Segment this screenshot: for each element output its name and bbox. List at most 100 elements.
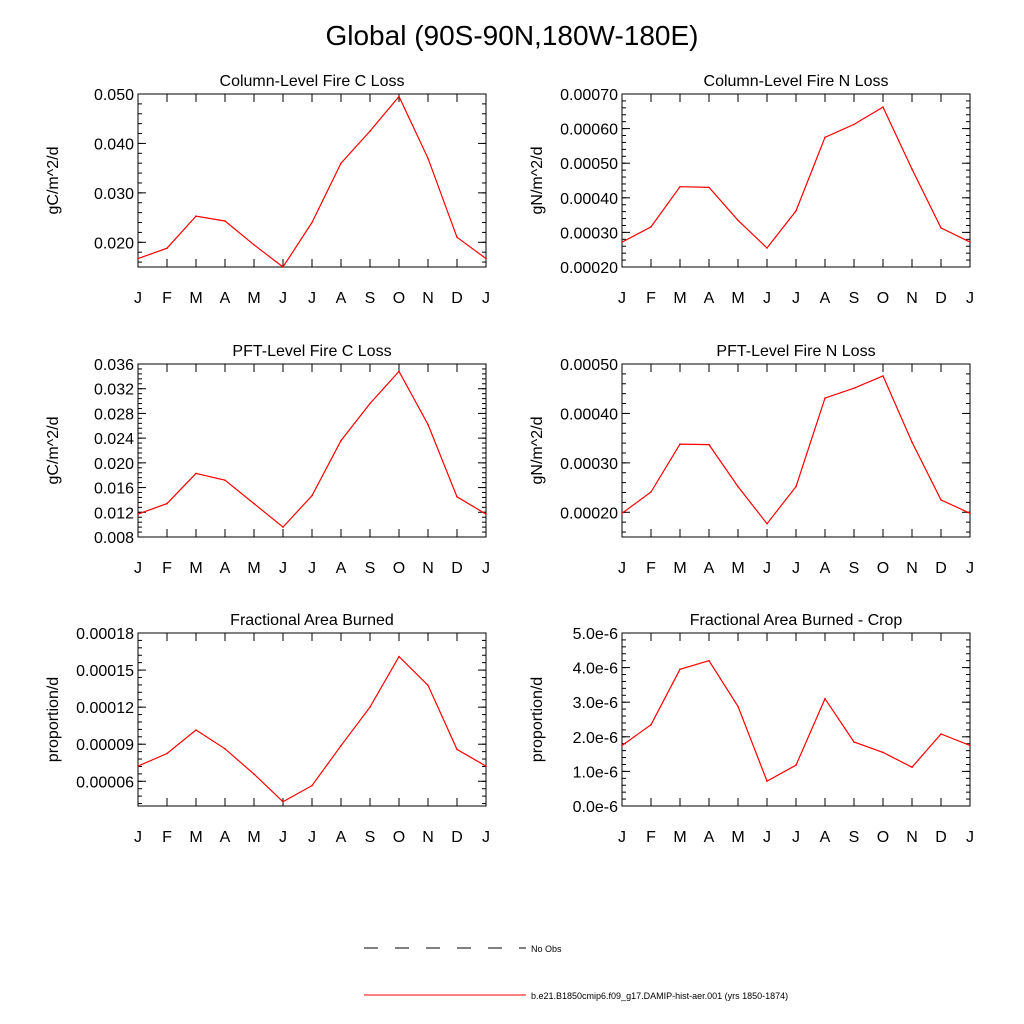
y-tick-label: 0.00070 [560,87,618,104]
y-tick-label: 0.050 [94,87,134,104]
data-point [650,226,652,228]
data-point [795,764,797,766]
x-tick-label: O [877,290,889,307]
panel-title: PFT-Level Fire C Loss [232,343,391,360]
x-tick-label: O [393,290,405,307]
data-point [456,236,458,239]
y-tick-label: 0.0e-6 [573,799,618,816]
x-tick-label: S [365,290,376,307]
x-tick-label: O [877,829,889,846]
x-tick-label: J [279,560,287,577]
data-point [398,655,400,658]
data-point [195,215,197,217]
x-tick-label: J [763,290,771,307]
x-tick-label: N [906,560,918,577]
x-tick-label: J [134,290,142,307]
x-tick-label: M [189,560,202,577]
x-tick-label: N [906,829,918,846]
x-tick-label: J [618,829,626,846]
data-point [911,766,913,768]
data-point [195,472,197,475]
series-line [621,375,971,525]
x-tick-label: N [906,290,918,307]
x-tick-label: M [673,290,686,307]
data-point [166,752,168,755]
y-tick-label: 1.0e-6 [573,764,618,781]
data-point [340,162,342,164]
x-tick-label: J [792,829,800,846]
y-tick-label: 0.040 [94,136,134,153]
y-axis-label: gC/m^2/d [45,147,62,215]
plot-frame [621,363,971,538]
y-tick-label: 3.0e-6 [573,695,618,712]
data-point [253,244,255,246]
y-tick-label: 0.00030 [560,456,618,473]
data-point [456,496,458,498]
x-tick-label: J [618,290,626,307]
data-point [882,375,884,377]
x-tick-label: A [220,290,231,307]
x-tick-label: M [731,560,744,577]
data-point [224,220,226,222]
x-tick-label: M [673,829,686,846]
x-tick-label: M [247,290,260,307]
x-tick-label: A [704,829,715,846]
x-tick-label: S [365,829,376,846]
x-tick-label: F [646,290,656,307]
panel-title: Fractional Area Burned - Crop [690,612,903,629]
y-tick-label: 0.028 [94,406,134,423]
y-axis-label: gC/m^2/d [45,417,62,485]
data-point [427,157,429,160]
data-point [882,751,884,754]
plot-frame [621,632,971,807]
data-point [911,441,913,443]
data-point [911,168,913,170]
data-point [369,706,371,708]
x-tick-label: J [308,560,316,577]
x-tick-label: D [935,290,947,307]
x-tick-label: J [279,829,287,846]
series-line [137,655,487,803]
x-tick-label: J [134,560,142,577]
x-tick-label: J [763,560,771,577]
panel-6: Fractional Area Burned - Crop 0.0e-6 1.0e-… [529,612,974,846]
y-tick-label: 0.00006 [76,774,134,791]
x-tick-label: M [189,290,202,307]
data-point [737,485,739,488]
x-tick-label: A [336,829,347,846]
data-point [940,733,942,735]
x-tick-label: A [704,290,715,307]
data-point [737,705,739,708]
data-point [650,491,652,493]
x-tick-label: J [618,560,626,577]
x-tick-label: F [162,560,172,577]
data-point [253,502,255,505]
data-point [853,387,855,390]
data-point [795,210,797,212]
data-point [708,443,710,446]
y-tick-label: 0.00018 [76,626,134,643]
data-point [969,744,971,747]
plot-frame [137,632,487,807]
x-tick-label: A [336,290,347,307]
x-tick-label: O [877,560,889,577]
y-tick-label: 0.024 [94,431,134,448]
x-tick-label: S [365,560,376,577]
y-tick-label: 0.00040 [560,406,618,423]
data-point [398,370,400,373]
x-tick-label: J [966,560,974,577]
y-tick-label: 0.008 [94,530,134,547]
data-point [166,247,168,249]
series-line [137,95,487,268]
data-point [340,439,342,442]
data-point [621,241,623,243]
data-point [650,723,652,726]
x-tick-label: J [966,290,974,307]
plot-frame [137,93,487,268]
y-tick-label: 0.00060 [560,122,618,139]
y-tick-label: 5.0e-6 [573,626,618,643]
y-tick-label: 0.00050 [560,357,618,374]
series-line [621,659,971,782]
x-tick-label: A [220,829,231,846]
x-tick-label: J [482,560,490,577]
